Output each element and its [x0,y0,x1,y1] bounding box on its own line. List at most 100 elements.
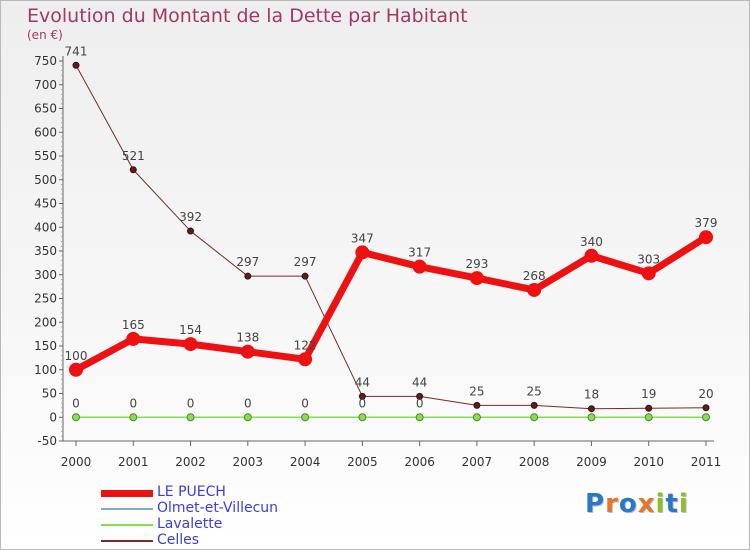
proxiti-logo: Proxiti [585,489,689,519]
legend-label: Lavalette [157,516,223,532]
data-point-celles [301,272,309,280]
series-line-celles [75,65,707,410]
data-label-le-puech: 268 [523,269,546,283]
legend-swatch [101,524,153,526]
data-label-celles: 19 [641,387,656,401]
data-point-celles [702,404,710,412]
data-point-celles [187,227,195,235]
data-point-le-puech [469,271,484,286]
y-tick-label: 550 [34,149,57,163]
y-tick-label: 450 [34,197,57,211]
data-point-le-puech [69,362,83,377]
data-label-celles: 297 [236,255,259,269]
data-point-lavalette [129,413,138,422]
legend-label: LE PUECH [157,484,226,500]
logo-letter: i [678,489,689,519]
unit-label: (en €) [27,28,63,42]
x-tick-label: 2009 [576,455,607,469]
data-label-lavalette: 0 [244,396,252,410]
y-tick-label: -50 [37,434,57,448]
data-label-celles: 20 [698,387,713,401]
legend-swatch [101,540,153,542]
x-tick-label: 2003 [233,455,264,469]
data-point-celles [530,401,538,409]
legend-swatch [101,508,153,510]
data-label-le-puech: 165 [122,318,145,332]
legend-label: Olmet-et-Villecun [157,500,279,516]
data-label-le-puech: 293 [465,257,488,271]
data-label-le-puech: 347 [351,231,374,245]
data-point-le-puech [240,344,255,359]
data-point-lavalette [472,413,481,422]
data-point-celles [473,401,481,409]
data-point-celles [587,405,595,413]
data-label-celles: 18 [584,388,599,402]
data-label-le-puech: 379 [695,216,718,230]
data-point-le-puech [527,282,542,297]
logo-letter: t [665,489,679,519]
logo-letter: r [605,489,619,519]
data-point-lavalette [243,413,252,422]
x-tick-label: 2008 [519,455,550,469]
legend-label: Celles [157,532,200,548]
x-tick-label: 2007 [462,455,493,469]
data-label-le-puech: 100 [65,349,88,363]
data-label-celles: 25 [527,384,542,398]
y-tick-label: 200 [34,315,57,329]
y-tick-label: 50 [42,387,57,401]
data-label-celles: 521 [122,149,145,163]
data-point-celles [129,166,137,174]
y-tick-label: 100 [34,363,57,377]
x-tick-label: 2011 [691,455,722,469]
data-point-le-puech [699,230,713,245]
legend-swatch [101,489,153,497]
x-tick-label: 2006 [404,455,435,469]
y-tick-label: 0 [49,410,57,424]
data-point-lavalette [301,413,310,422]
data-point-celles [72,61,80,69]
y-tick-label: 150 [34,339,57,353]
data-label-le-puech: 340 [580,235,603,249]
x-tick-label: 2010 [633,455,664,469]
data-point-lavalette [587,413,596,422]
data-label-lavalette: 0 [129,396,137,410]
data-point-lavalette [702,413,710,422]
y-tick-label: 400 [34,220,57,234]
data-point-celles [244,272,252,280]
data-point-le-puech [641,266,656,281]
data-label-le-puech: 317 [408,246,431,260]
data-label-le-puech: 303 [637,252,660,266]
data-label-lavalette: 0 [72,396,80,410]
y-tick-label: 700 [34,78,57,92]
data-label-le-puech: 138 [236,331,259,345]
y-tick-label: 250 [34,292,57,306]
data-label-le-puech: 154 [179,323,202,337]
data-point-lavalette [415,413,424,422]
data-label-lavalette: 0 [359,396,367,410]
data-label-celles: 741 [65,44,88,58]
data-label-lavalette: 0 [187,396,195,410]
y-tick-label: 650 [34,102,57,116]
x-tick-label: 2004 [290,455,321,469]
logo-letter: P [585,489,606,519]
series-line-le-puech [74,234,708,373]
y-tick-label: 750 [34,54,57,68]
data-label-celles: 44 [412,375,427,389]
data-label-celles: 25 [469,384,484,398]
data-point-celles [416,392,424,400]
x-tick-label: 2001 [118,455,149,469]
chart-title: Evolution du Montant de la Dette par Hab… [27,5,468,27]
data-label-lavalette: 0 [301,396,309,410]
data-point-le-puech [355,245,370,260]
logo-letter: i [655,489,666,519]
data-point-le-puech [298,352,313,367]
y-tick-label: 300 [34,268,57,282]
data-point-le-puech [183,337,198,352]
logo-letter: x [637,489,656,519]
y-tick-label: 600 [34,125,57,139]
y-tick-label: 500 [34,173,57,187]
data-label-lavalette: 0 [416,396,424,410]
data-point-lavalette [644,413,653,422]
